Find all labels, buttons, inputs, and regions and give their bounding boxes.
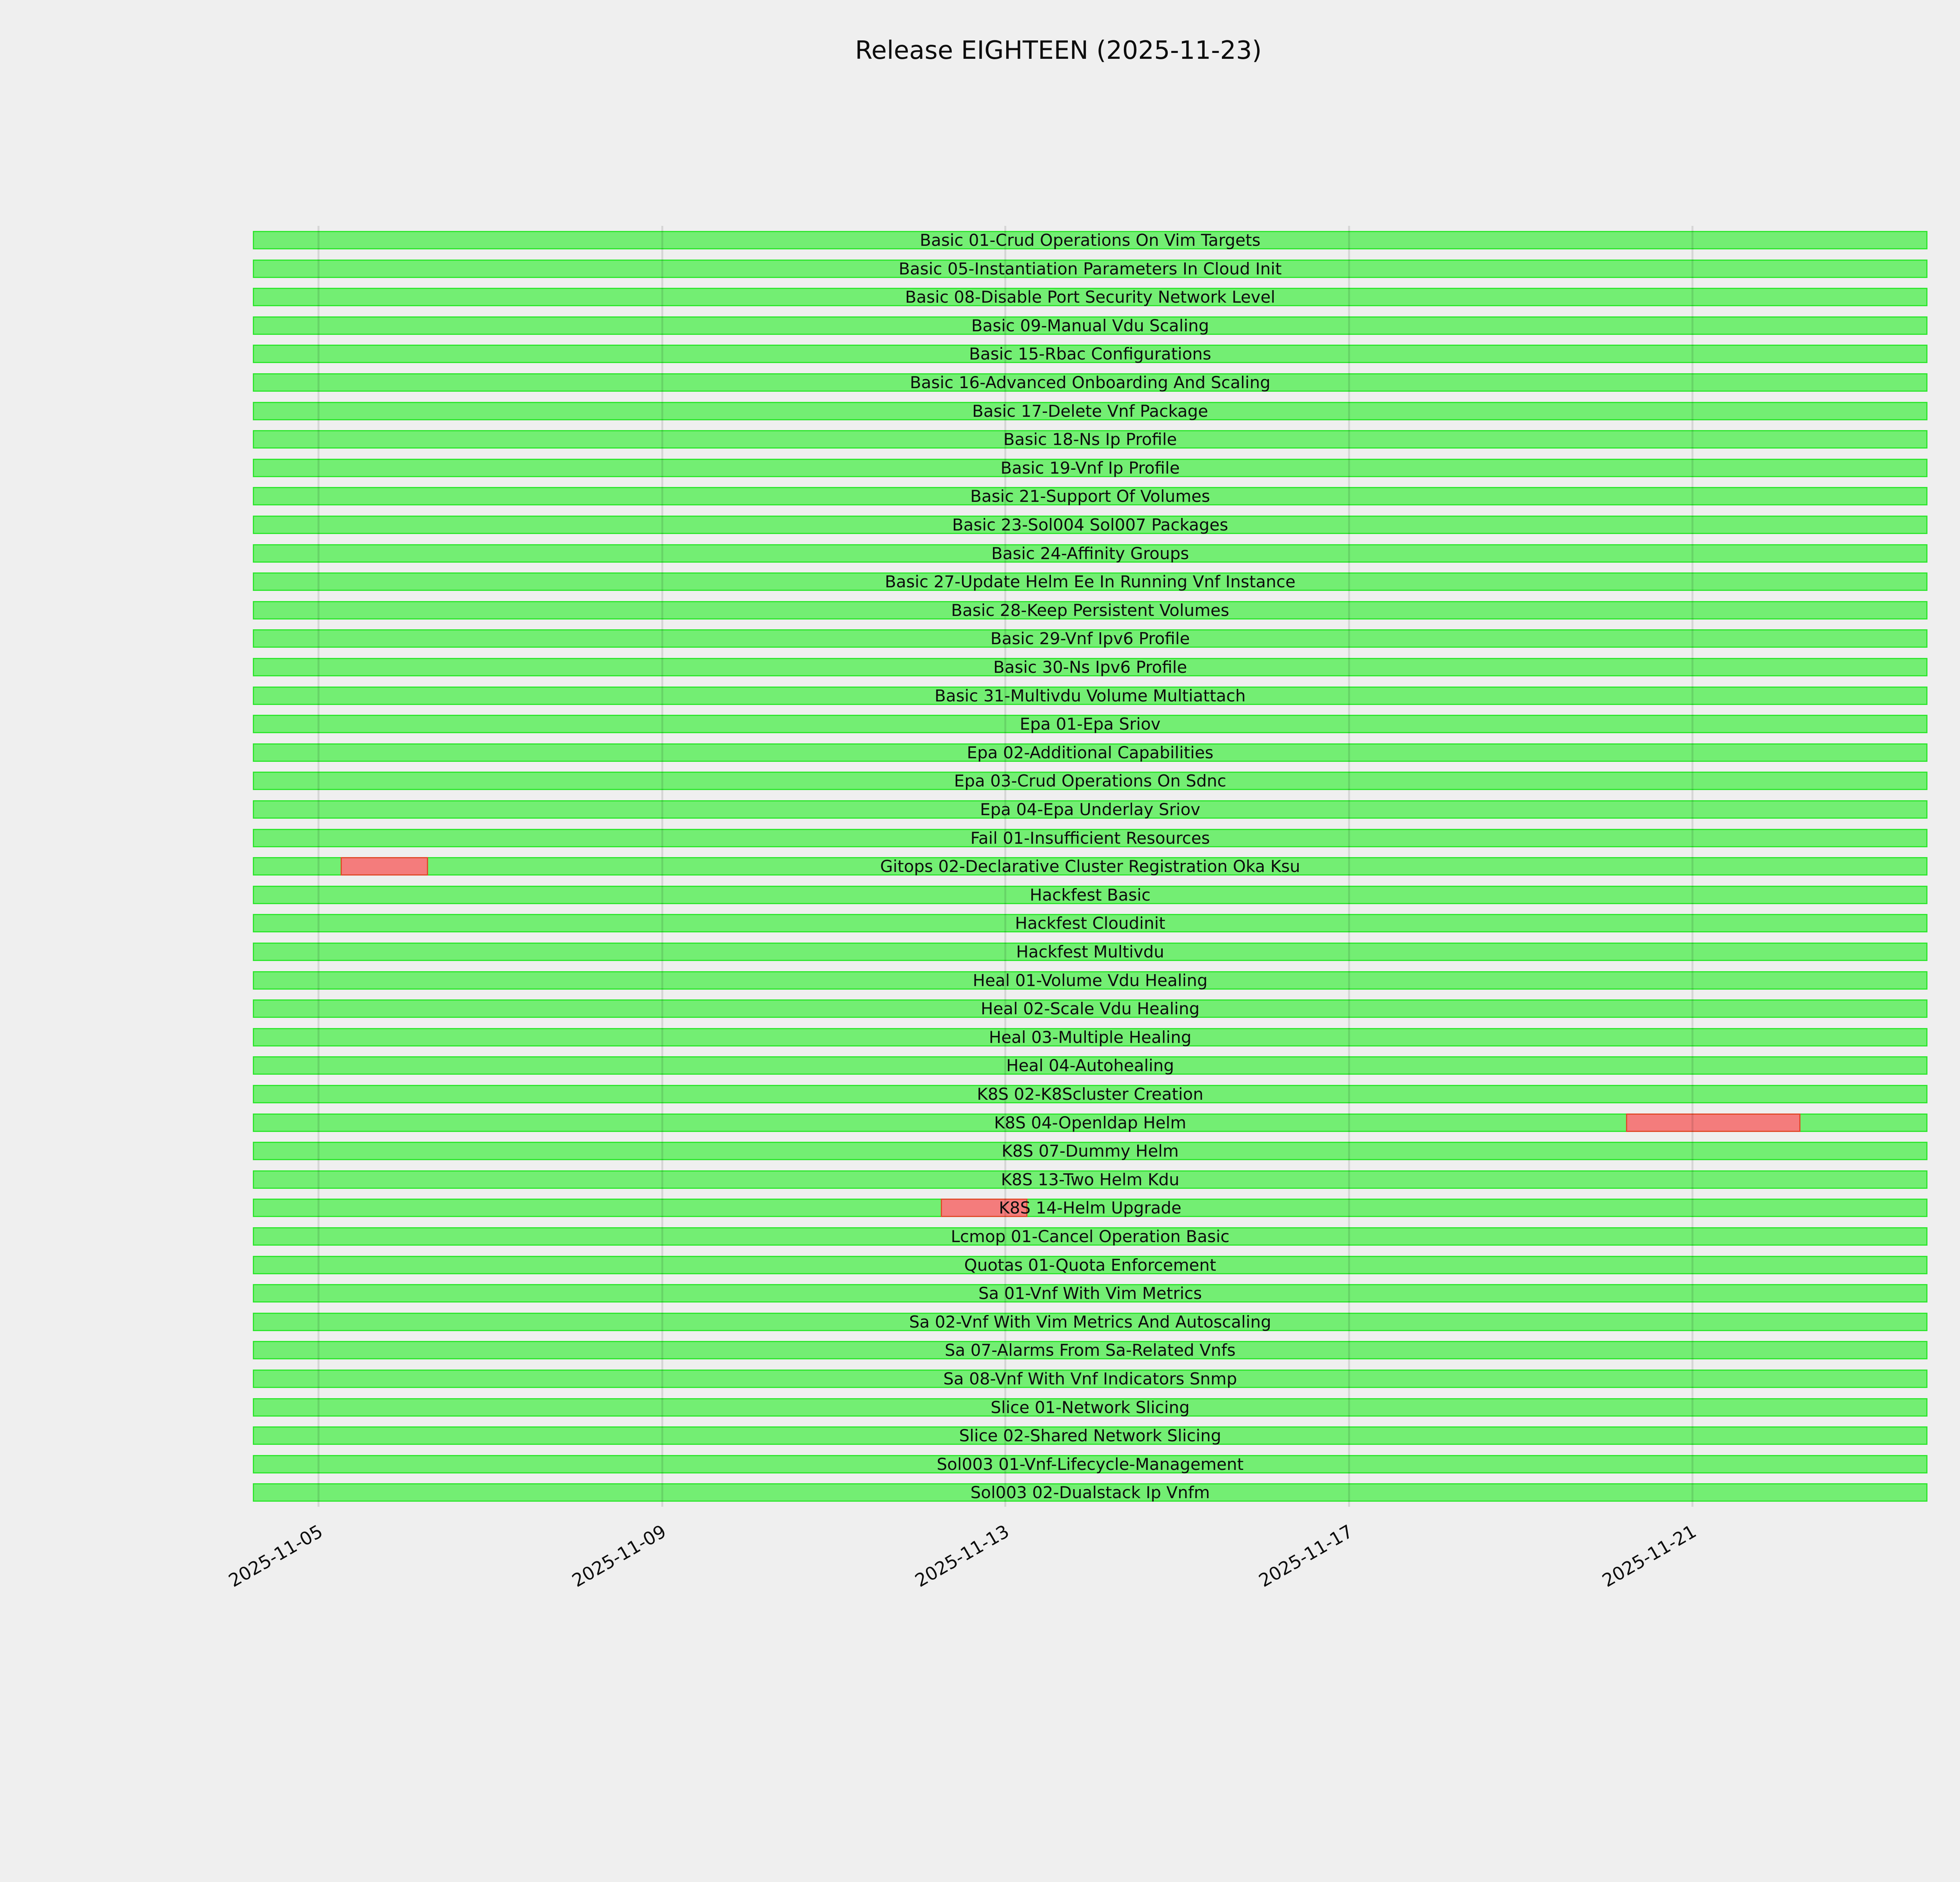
task-bar (253, 1398, 1927, 1417)
fail-segment (340, 857, 428, 876)
task-row: Basic 09-Manual Vdu Scaling (253, 311, 1927, 340)
x-tick-label: 2025-11-17 (1255, 1520, 1357, 1591)
task-bar (253, 1312, 1927, 1331)
gridline (661, 226, 663, 1507)
task-bar (253, 999, 1927, 1018)
task-bar (253, 885, 1927, 904)
task-bar (253, 857, 1927, 876)
task-bar (253, 487, 1927, 506)
task-bar (253, 601, 1927, 619)
fail-segment (940, 1199, 1028, 1217)
task-bar (253, 430, 1927, 449)
task-bar (253, 971, 1927, 990)
task-bar (253, 516, 1927, 534)
task-bar (253, 1085, 1927, 1103)
gridline (318, 226, 320, 1507)
task-bar (253, 1255, 1927, 1274)
task-bar (253, 259, 1927, 278)
x-tick-label: 2025-11-09 (568, 1520, 670, 1591)
gridline (1004, 226, 1007, 1507)
task-bar (253, 458, 1927, 477)
task-bar (253, 686, 1927, 705)
task-bar (253, 1199, 1927, 1217)
task-bar (253, 373, 1927, 392)
task-bar (253, 1142, 1927, 1161)
task-bar (253, 316, 1927, 335)
x-tick-label: 2025-11-05 (225, 1520, 326, 1591)
chart-title: Release EIGHTEEN (2025-11-23) (855, 36, 1262, 65)
task-bar (253, 772, 1927, 790)
task-bar (253, 544, 1927, 563)
gridline (1691, 226, 1693, 1507)
fail-segment (1626, 1113, 1801, 1132)
task-bar (253, 1227, 1927, 1246)
task-bar (253, 800, 1927, 819)
task-bar (253, 1370, 1927, 1388)
task-bar (253, 914, 1927, 933)
task-bar (253, 1284, 1927, 1303)
task-bar (253, 345, 1927, 363)
task-bar (253, 828, 1927, 847)
task-bar (253, 658, 1927, 676)
task-bar (253, 1455, 1927, 1473)
task-bar (253, 1113, 1927, 1132)
task-bar (253, 1028, 1927, 1046)
gridline (1348, 226, 1350, 1507)
x-tick-label: 2025-11-13 (911, 1520, 1013, 1591)
task-bar (253, 231, 1927, 249)
task-bar (253, 715, 1927, 734)
task-bar (253, 629, 1927, 648)
task-bar (253, 288, 1927, 307)
task-bar (253, 572, 1927, 591)
task-bar (253, 1056, 1927, 1075)
task-bar (253, 743, 1927, 762)
x-tick-label: 2025-11-21 (1598, 1520, 1700, 1591)
task-bar (253, 1341, 1927, 1360)
task-bar (253, 1170, 1927, 1189)
task-row: Epa 04-Epa Underlay Sriov (253, 795, 1927, 824)
task-bar (253, 1426, 1927, 1445)
task-row: Basic 18-Ns Ip Profile (253, 425, 1927, 454)
task-bar (253, 401, 1927, 420)
task-bar (253, 1483, 1927, 1502)
task-bar (253, 943, 1927, 961)
